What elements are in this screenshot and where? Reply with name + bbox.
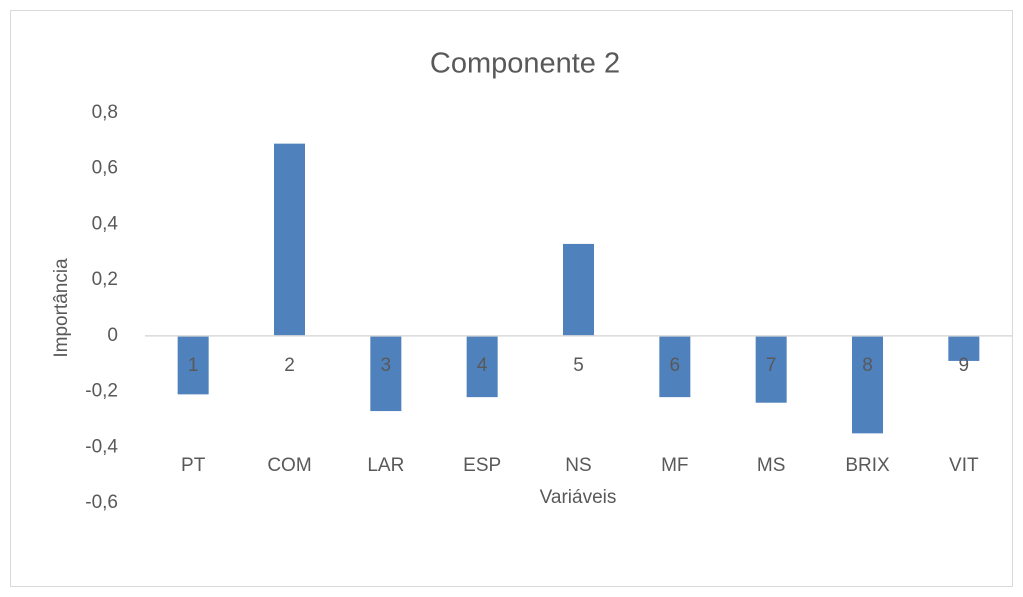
x-tick-label: PT xyxy=(181,455,206,476)
chart-border xyxy=(10,10,1013,587)
bar xyxy=(755,335,787,403)
category-number: 3 xyxy=(381,355,392,376)
category-number: 7 xyxy=(766,355,777,376)
bar xyxy=(563,243,594,336)
x-tick-label: COM xyxy=(267,455,311,476)
y-tick-label: 0 xyxy=(107,325,118,346)
y-tick-label: 0,2 xyxy=(92,269,118,290)
x-tick-label: MS xyxy=(757,455,786,476)
bar xyxy=(466,335,498,398)
y-axis-title: Importância xyxy=(51,258,72,358)
x-tick-label: NS xyxy=(565,455,591,476)
bar xyxy=(370,335,402,412)
x-axis-title: Variáveis xyxy=(540,487,617,508)
y-tick-label: -0,4 xyxy=(85,436,118,457)
y-tick-label: -0,2 xyxy=(85,381,118,402)
bar xyxy=(177,335,209,395)
y-tick-label: 0,4 xyxy=(92,213,119,234)
category-number: 6 xyxy=(670,355,681,376)
category-number: 2 xyxy=(284,355,295,376)
y-tick-label: 0,6 xyxy=(92,158,118,179)
x-tick-label: LAR xyxy=(367,455,404,476)
y-tick-label: 0,8 xyxy=(92,102,118,123)
bar xyxy=(274,143,305,336)
category-number: 5 xyxy=(573,355,584,376)
bar xyxy=(948,335,980,361)
x-tick-label: BRIX xyxy=(845,455,890,476)
bar xyxy=(852,335,883,434)
x-tick-label: MF xyxy=(661,455,688,476)
chart-title: Componente 2 xyxy=(430,48,620,80)
category-number: 4 xyxy=(477,355,488,376)
category-number: 1 xyxy=(188,355,199,376)
y-tick-label: -0,6 xyxy=(85,492,118,513)
bar xyxy=(659,335,691,398)
x-tick-label: ESP xyxy=(463,455,501,476)
x-tick-label: VIT xyxy=(949,455,979,476)
category-number: 9 xyxy=(959,355,970,376)
category-number: 8 xyxy=(862,355,873,376)
